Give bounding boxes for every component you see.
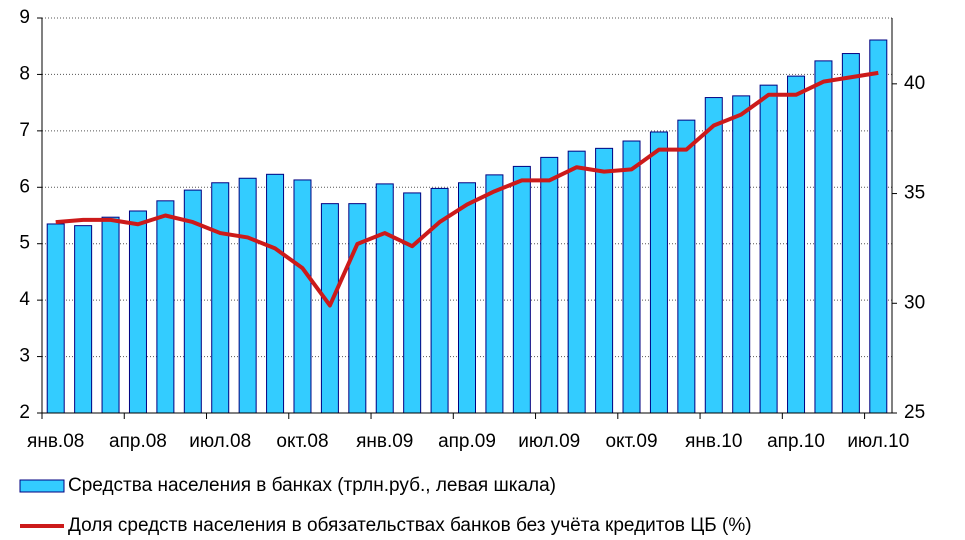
- bar: [320, 203, 339, 414]
- y-tick-label: 7: [19, 120, 30, 141]
- y-tick-label: 8: [19, 63, 30, 84]
- x-tick-label: окт.09: [605, 431, 657, 452]
- legend-label: Средства населения в банках (трлн.руб., …: [68, 475, 556, 496]
- bar: [814, 60, 833, 414]
- bar: [595, 147, 614, 414]
- x-tick-label: апр.09: [438, 431, 496, 452]
- x-tick-label: янв.08: [27, 431, 84, 452]
- bar: [128, 210, 147, 414]
- x-tick-label: окт.08: [276, 431, 328, 452]
- bar: [238, 177, 257, 414]
- bar: [74, 225, 93, 414]
- y-tick-label: 9: [19, 7, 30, 28]
- bar: [759, 84, 778, 414]
- bar: [348, 203, 367, 414]
- bar: [485, 174, 504, 414]
- bar: [375, 183, 394, 414]
- x-tick-label: апр.10: [767, 431, 825, 452]
- y2-tick-label: 35: [904, 183, 925, 204]
- y-tick-label: 5: [19, 233, 30, 254]
- bar: [622, 140, 641, 414]
- legend-swatch: [19, 479, 65, 493]
- bar: [567, 150, 586, 414]
- y-tick-label: 2: [19, 402, 30, 423]
- bar: [732, 95, 751, 414]
- bar: [540, 156, 559, 414]
- legend-label: Доля средств населения в обязательствах …: [68, 515, 752, 536]
- bar: [677, 119, 696, 414]
- bar: [869, 39, 888, 414]
- bar: [46, 223, 65, 414]
- x-tick-label: янв.09: [356, 431, 413, 452]
- line: [55, 70, 879, 308]
- bar: [458, 182, 476, 414]
- bar: [293, 179, 312, 414]
- x-tick-label: июл.08: [189, 431, 251, 452]
- bar: [649, 131, 668, 414]
- bar: [101, 216, 120, 414]
- bar: [403, 192, 422, 414]
- x-tick-label: янв.10: [685, 431, 742, 452]
- y-tick-label: 3: [19, 346, 30, 367]
- bar: [156, 200, 175, 414]
- x-tick-label: июл.09: [518, 431, 580, 452]
- x-tick-label: апр.08: [109, 431, 167, 452]
- y-tick-label: 6: [19, 176, 30, 197]
- bar: [841, 53, 860, 414]
- y2-tick-label: 25: [904, 402, 925, 423]
- bar: [266, 173, 285, 414]
- bar: [211, 182, 230, 414]
- y-tick-label: 4: [19, 289, 30, 310]
- bar: [512, 165, 531, 414]
- bar: [787, 75, 806, 414]
- bar: [704, 97, 723, 414]
- y2-tick-label: 30: [904, 292, 925, 313]
- y2-tick-label: 40: [904, 73, 925, 94]
- x-tick-label: июл.10: [847, 431, 909, 452]
